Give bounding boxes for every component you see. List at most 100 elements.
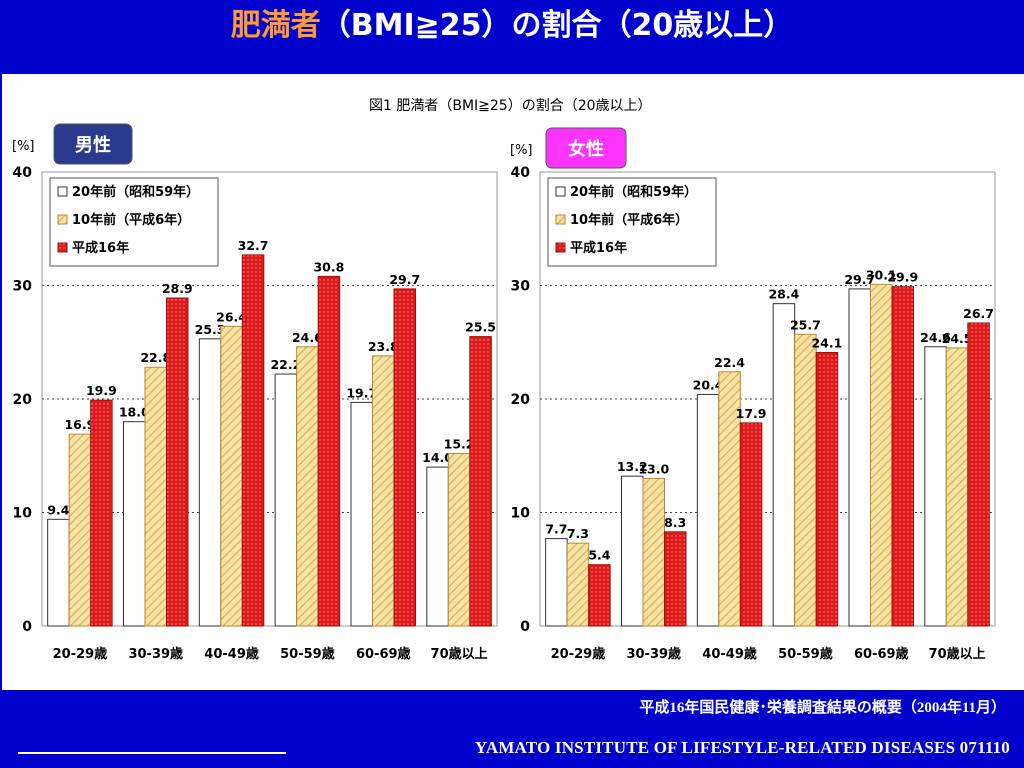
y-tick-label: 10 bbox=[13, 506, 33, 522]
legend-swatch bbox=[57, 242, 68, 253]
bar-20yrs-ago-50-59歳 bbox=[772, 303, 796, 627]
x-tick-label: 60-69歳 bbox=[854, 646, 909, 662]
panel-badge-label: 女性 bbox=[568, 138, 604, 160]
x-tick-label: 50-59歳 bbox=[280, 646, 335, 662]
data-label: 5.4 bbox=[588, 548, 610, 563]
data-label: 16.9 bbox=[64, 417, 95, 432]
bar-20yrs-ago-50-59歳 bbox=[274, 373, 298, 627]
bar-10yrs-ago-60-69歳 bbox=[372, 355, 395, 627]
x-tick-label: 20-29歳 bbox=[551, 646, 606, 662]
bar-10yrs-ago-70歳以上 bbox=[447, 452, 471, 627]
y-tick-label: 10 bbox=[511, 506, 531, 522]
bar-h16-50-59歳 bbox=[317, 275, 341, 627]
y-tick-label: 0 bbox=[520, 619, 530, 635]
bar-10yrs-ago-30-39歳 bbox=[144, 366, 167, 627]
bar-h16-60-69歳 bbox=[891, 286, 914, 627]
slide-title: 肥満者（BMI≧25）の割合（20歳以上） bbox=[0, 0, 1024, 60]
legend-label: 20年前（昭和59年） bbox=[72, 184, 199, 200]
data-label: 7.7 bbox=[545, 522, 567, 537]
bar-20yrs-ago-40-49歳 bbox=[696, 393, 720, 627]
x-tick-label: 20-29歳 bbox=[53, 646, 108, 662]
data-label: 19.9 bbox=[86, 383, 117, 398]
data-label: 9.4 bbox=[47, 502, 69, 517]
y-unit-label: [%] bbox=[510, 143, 533, 158]
bar-10yrs-ago-70歳以上 bbox=[945, 347, 969, 627]
data-label: 22.8 bbox=[140, 350, 171, 365]
panel-badge bbox=[545, 127, 627, 169]
bar-20yrs-ago-60-69歳 bbox=[848, 288, 871, 627]
bar-20yrs-ago-20-29歳 bbox=[545, 538, 568, 627]
data-label: 13.0 bbox=[638, 461, 669, 476]
panel-badge-label: 男性 bbox=[75, 134, 111, 156]
bar-10yrs-ago-40-49歳 bbox=[220, 325, 243, 627]
bar-h16-40-49歳 bbox=[739, 422, 763, 627]
legend-label: 平成16年 bbox=[570, 240, 627, 256]
figure-caption: 図1 肥満者（BMI≧25）の割合（20歳以上） bbox=[369, 97, 652, 114]
bar-h16-20-29歳 bbox=[588, 564, 611, 627]
bar-10yrs-ago-20-29歳 bbox=[68, 433, 92, 627]
data-label: 19.7 bbox=[346, 385, 377, 400]
data-label: 22.2 bbox=[270, 357, 301, 372]
data-label: 28.4 bbox=[768, 287, 799, 302]
bar-20yrs-ago-30-39歳 bbox=[621, 475, 644, 627]
bar-h16-40-49歳 bbox=[241, 254, 265, 627]
legend-label: 平成16年 bbox=[72, 240, 129, 256]
bar-h16-30-39歳 bbox=[664, 531, 687, 627]
x-tick-label: 30-39歳 bbox=[626, 646, 681, 662]
data-label: 24.6 bbox=[920, 330, 951, 345]
data-label: 28.9 bbox=[162, 281, 193, 296]
legend-box bbox=[547, 177, 717, 267]
y-tick-label: 20 bbox=[511, 392, 531, 408]
y-tick-label: 20 bbox=[13, 392, 33, 408]
source-note: 平成16年国民健康･栄養調査結果の概要（2004年11月） bbox=[639, 700, 1006, 716]
bar-10yrs-ago-30-39歳 bbox=[642, 477, 665, 627]
data-label: 7.3 bbox=[567, 526, 589, 541]
x-tick-label: 30-39歳 bbox=[128, 646, 183, 662]
legend-label: 20年前（昭和59年） bbox=[570, 184, 697, 200]
data-label: 29.7 bbox=[389, 272, 420, 287]
legend-label: 10年前（平成6年） bbox=[72, 212, 190, 228]
legend-box bbox=[49, 177, 219, 267]
bar-20yrs-ago-70歳以上 bbox=[426, 466, 449, 627]
bar-10yrs-ago-50-59歳 bbox=[296, 346, 319, 627]
data-label: 24.6 bbox=[292, 330, 323, 345]
bar-h16-20-29歳 bbox=[90, 399, 113, 627]
chart-area: 図1 肥満者（BMI≧25）の割合（20歳以上） 男性 [%] 0 10 20 30 40 9… bbox=[2, 74, 1024, 690]
data-label: 14.0 bbox=[422, 450, 453, 465]
y-tick-label: 40 bbox=[13, 165, 33, 181]
data-label: 30.1 bbox=[866, 267, 897, 282]
data-label: 13.2 bbox=[617, 459, 648, 474]
bar-20yrs-ago-70歳以上 bbox=[924, 346, 947, 627]
footer-divider bbox=[18, 752, 286, 754]
data-label: 25.7 bbox=[790, 317, 821, 332]
bar-10yrs-ago-20-29歳 bbox=[566, 542, 590, 627]
data-label: 29.7 bbox=[844, 272, 875, 287]
bar-h16-50-59歳 bbox=[815, 351, 839, 627]
y-tick-label: 30 bbox=[13, 279, 33, 295]
x-tick-label: 60-69歳 bbox=[356, 646, 411, 662]
data-label: 22.4 bbox=[714, 355, 745, 370]
legend-label: 10年前（平成6年） bbox=[570, 212, 688, 228]
data-label: 25.3 bbox=[195, 322, 226, 337]
legend-swatch bbox=[555, 186, 566, 197]
x-tick-label: 40-49歳 bbox=[204, 646, 259, 662]
slide-title-accent: 肥満者 bbox=[230, 8, 321, 43]
bar-h16-70歳以上 bbox=[469, 336, 492, 627]
data-label: 23.8 bbox=[368, 339, 399, 354]
data-label: 26.7 bbox=[963, 306, 994, 321]
chart-panel-male: 男性 [%] 0 10 20 30 40 9.4 16.9 19.9 20-29歳 18.0 22.8 2… bbox=[12, 123, 498, 662]
y-unit-label: [%] bbox=[12, 139, 35, 154]
bar-20yrs-ago-60-69歳 bbox=[350, 401, 373, 627]
x-tick-label: 70歳以上 bbox=[431, 646, 488, 662]
data-label: 20.4 bbox=[693, 377, 724, 392]
bar-10yrs-ago-60-69歳 bbox=[870, 283, 893, 627]
chart-svg: 図1 肥満者（BMI≧25）の割合（20歳以上） 男性 [%] 0 10 20 30 40 9… bbox=[12, 97, 996, 662]
data-label: 15.2 bbox=[444, 436, 475, 451]
data-label: 24.5 bbox=[942, 331, 973, 346]
bar-10yrs-ago-50-59歳 bbox=[794, 333, 817, 627]
y-tick-label: 40 bbox=[511, 165, 531, 181]
x-tick-label: 70歳以上 bbox=[929, 646, 986, 662]
data-label: 30.8 bbox=[313, 259, 344, 274]
data-label: 29.9 bbox=[887, 270, 918, 285]
y-tick-label: 30 bbox=[511, 279, 531, 295]
